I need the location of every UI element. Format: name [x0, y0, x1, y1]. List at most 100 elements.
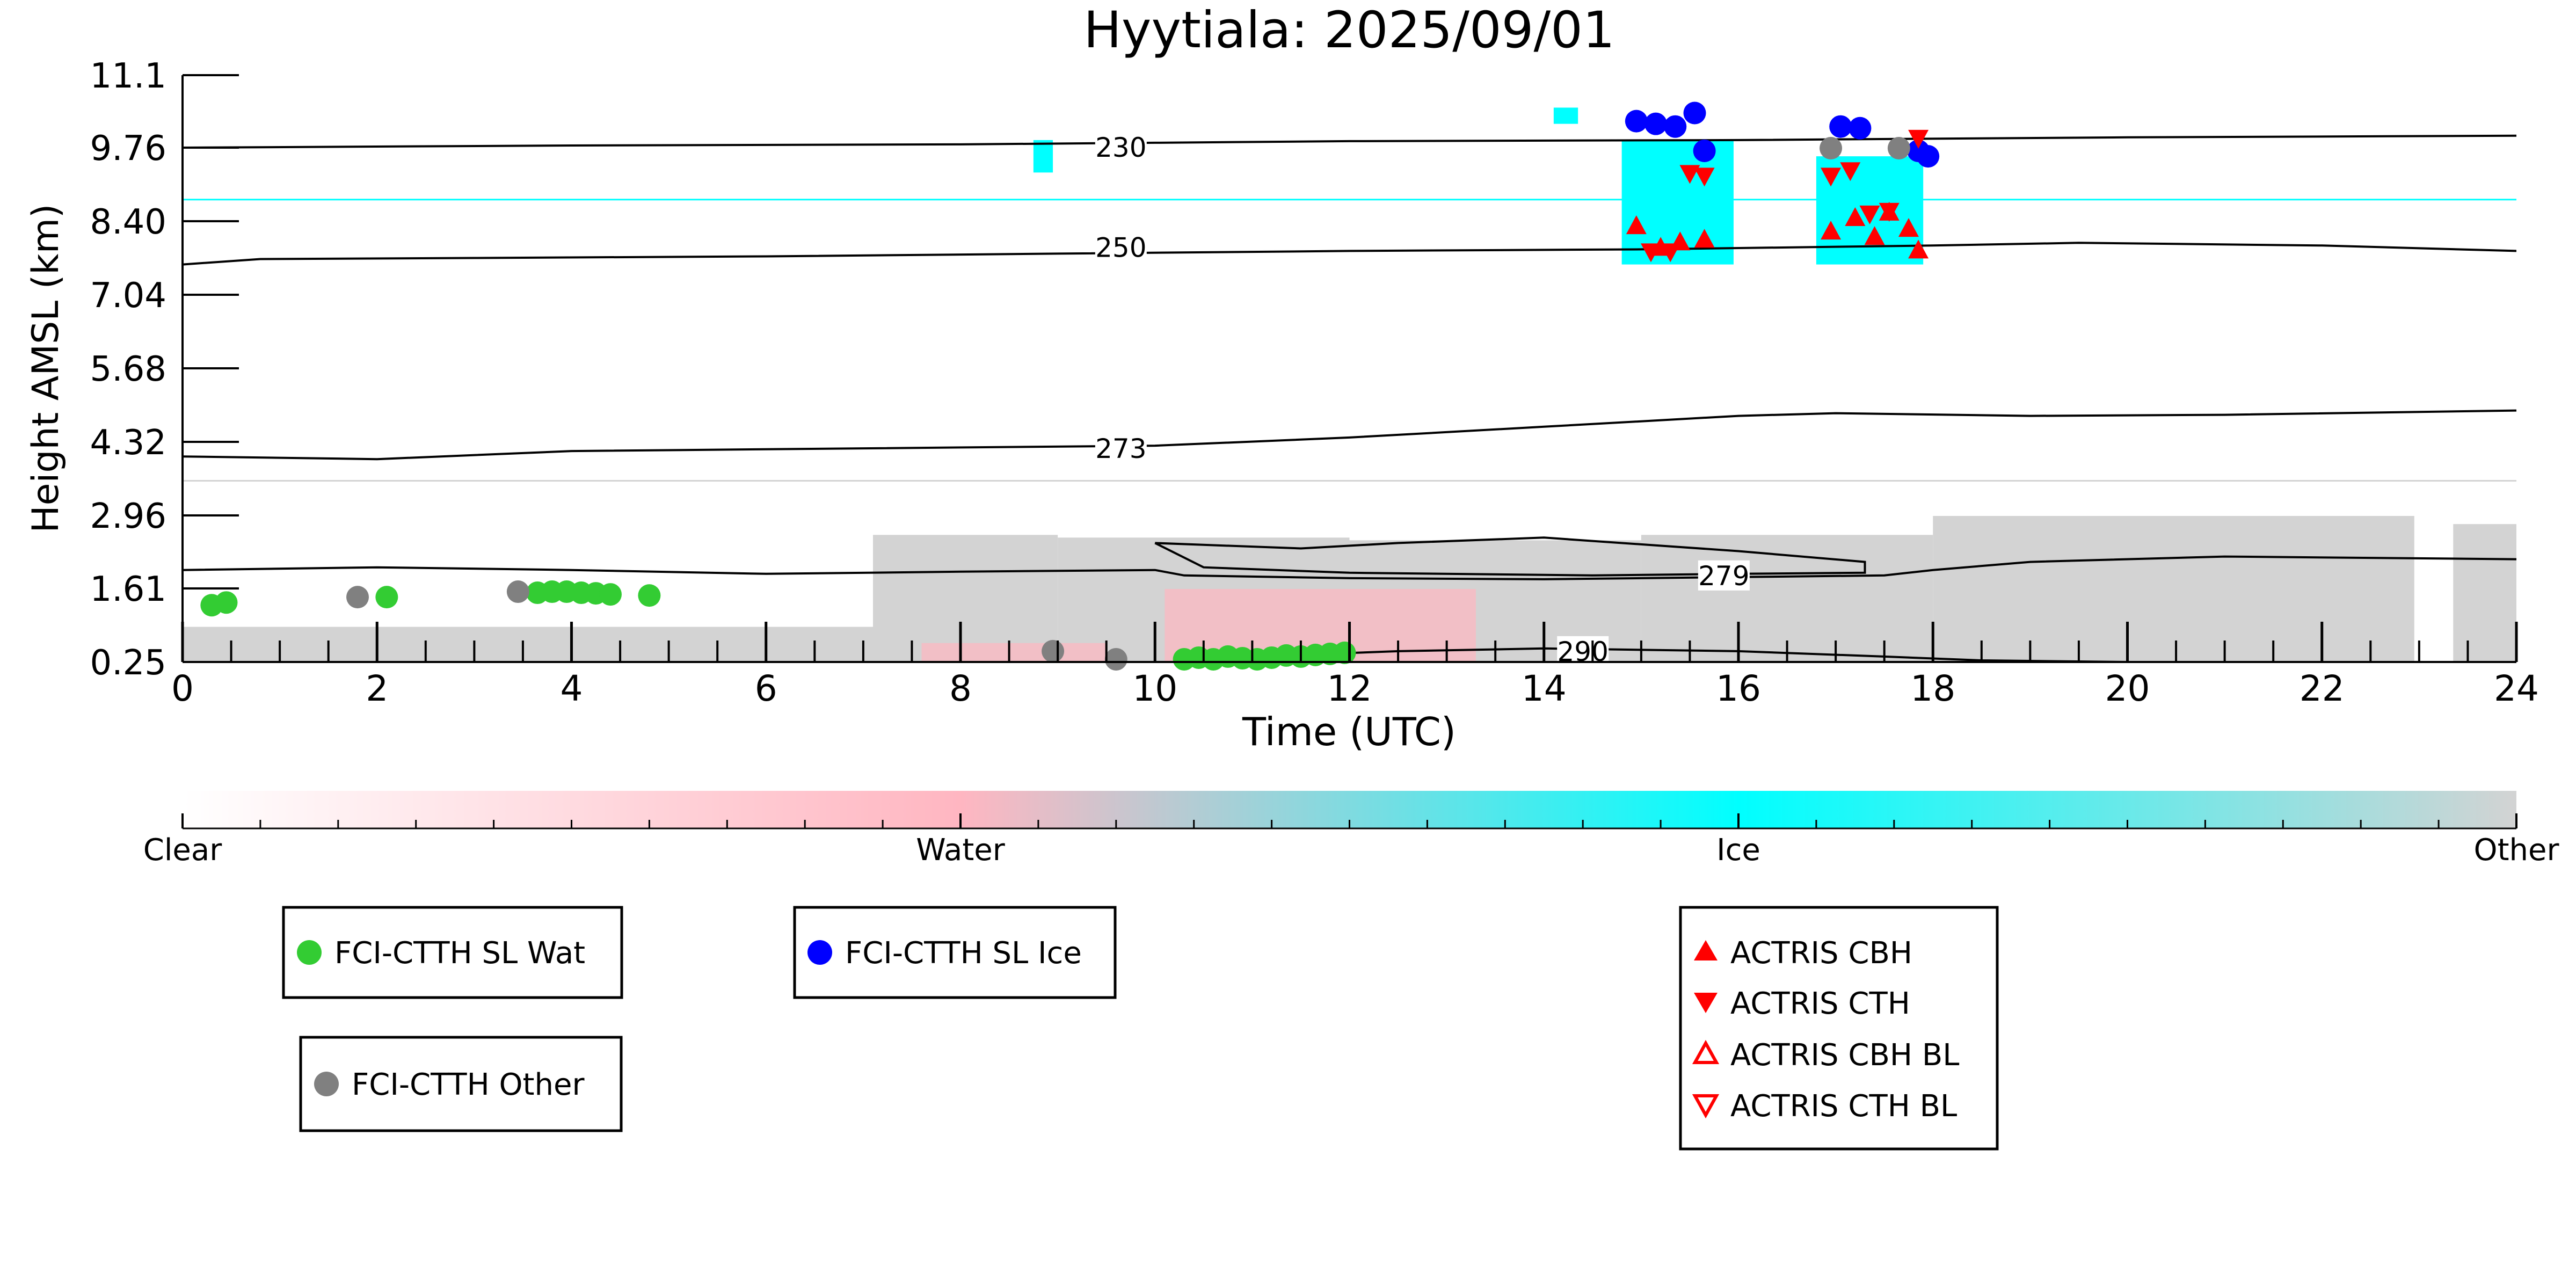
point-actris-cbh [1821, 221, 1842, 240]
cloud-region-other [2453, 524, 2516, 662]
x-tick-label: 22 [2300, 668, 2345, 709]
point-fci-ctth-sl-ice [1849, 117, 1872, 140]
data-points [200, 101, 1940, 671]
isotherm-label: 250 [1095, 232, 1146, 263]
point-fci-ctth-sl-ice [1683, 101, 1706, 125]
colorbar-ticks [181, 813, 2517, 828]
x-tick-label: 6 [755, 668, 777, 709]
height-lines [183, 199, 2516, 482]
point-actris-cth [1859, 205, 1880, 224]
point-actris-cbh [1626, 215, 1647, 235]
x-tick-label: 8 [949, 668, 972, 709]
isotherm-line [1154, 536, 1866, 577]
point-fci-ctth-sl-ice [1644, 112, 1668, 135]
point-actris-cth [1879, 202, 1900, 222]
point-fci-ctth-other [1820, 136, 1843, 159]
x-tick-label: 2 [366, 668, 388, 709]
point-fci-ctth-sl-ice [1829, 115, 1852, 138]
x-axis-label: Time (UTC) [1242, 709, 1456, 754]
point-actris-cbh [1845, 207, 1866, 226]
point-fci-ctth-sl-wat [375, 586, 398, 609]
legend-label-cbh-bl: ACTRIS CBH BL [1730, 1038, 1959, 1073]
point-fci-ctth-other [346, 586, 369, 609]
colorbar: Clear Water Ice Other [143, 791, 2559, 868]
point-fci-ctth-other [1104, 647, 1127, 671]
point-actris-cth [1908, 129, 1929, 149]
isotherm-label: 279 [1698, 561, 1749, 592]
colorbar-label-water: Water [916, 833, 1006, 868]
y-tick-label: 2.96 [90, 497, 167, 536]
legend-label-other: FCI-CTTH Other [352, 1067, 585, 1102]
isotherm-label-bg [1095, 232, 1147, 263]
cloud-region-other [1933, 516, 2414, 662]
point-actris-cth [1840, 162, 1861, 181]
legend-box [282, 906, 623, 999]
y-axis-label: Height AMSL (km) [25, 204, 67, 533]
legend-label-wat: FCI-CTTH SL Wat [334, 936, 585, 971]
point-fci-ctth-other [506, 580, 529, 603]
legend-label-cth-bl: ACTRIS CTH BL [1730, 1089, 1957, 1124]
point-fci-ctth-sl-ice [1664, 115, 1687, 138]
legend-wat: FCI-CTTH SL Wat [282, 906, 623, 999]
y-tick-label: 4.32 [90, 423, 167, 463]
legend-marker-cbh-bl [1692, 1039, 1720, 1064]
y-axis: 0.25 1.61 2.96 4.32 5.68 7.04 8.40 9.76 11.1 Hei… [25, 56, 239, 683]
cloud-region-other [183, 627, 873, 662]
x-tick-label: 20 [2105, 668, 2150, 709]
isotherm-label-bg [1095, 433, 1147, 464]
isotherm-label: 273 [1095, 433, 1146, 464]
legend-box [299, 1036, 623, 1132]
isotherm-line [183, 134, 2516, 149]
chart-title: Hyytiala: 2025/09/01 [1083, 1, 1615, 60]
point-actris-cbh [1694, 229, 1715, 248]
legend-other: FCI-CTTH Other [299, 1036, 623, 1132]
point-actris-cbh [1864, 226, 1885, 245]
point-fci-ctth-sl-wat [1333, 641, 1356, 664]
x-tick-label: 0 [171, 668, 194, 709]
x-tick-label: 12 [1327, 668, 1372, 709]
x-tick-label: 10 [1132, 668, 1177, 709]
colorbar-label-clear: Clear [143, 833, 222, 868]
legend-label-ice: FCI-CTTH SL Ice [845, 936, 1082, 971]
cloud-region-ice [1033, 140, 1053, 173]
point-actris-cth [1640, 243, 1661, 263]
point-fci-ctth-sl-wat [599, 583, 622, 606]
legend-marker-wat [297, 940, 322, 965]
y-tick-label: 5.68 [90, 350, 167, 389]
colorbar-label-other: Other [2473, 833, 2559, 868]
isotherm-label: 230 [1095, 132, 1146, 163]
point-fci-ctth-sl-ice [1693, 140, 1716, 163]
isotherm-label-bg [1698, 560, 1750, 591]
legend-label-cth: ACTRIS CTH [1730, 986, 1910, 1021]
legend-marker-ice [807, 940, 832, 965]
legend-label-cbh: ACTRIS CBH [1730, 936, 1912, 971]
legend-box [1679, 906, 1999, 1151]
point-actris-cth [1660, 243, 1681, 263]
y-tick-label: 9.76 [90, 129, 167, 169]
legend-ice: FCI-CTTH SL Ice [793, 906, 1117, 999]
legend-marker-other [314, 1072, 339, 1096]
x-ticks: 0 2 4 6 8 10 12 14 16 18 20 22 24 [171, 622, 2539, 709]
point-actris-cth [1821, 168, 1842, 187]
x-tick-label: 24 [2494, 668, 2539, 709]
y-tick-label: 8.40 [90, 202, 167, 242]
point-fci-ctth-other [1042, 639, 1065, 663]
x-axis: 0 2 4 6 8 10 12 14 16 18 20 22 24 Time (UTC) [171, 622, 2539, 754]
colorbar-label-ice: Ice [1716, 833, 1760, 868]
y-tick-label: 0.25 [90, 643, 167, 683]
point-fci-ctth-sl-ice [1625, 110, 1648, 133]
legend-marker-cth-bl [1692, 1094, 1720, 1119]
cloud-region-ice [1553, 107, 1578, 124]
point-fci-ctth-other [1887, 136, 1910, 159]
legend-actris: ACTRIS CBH ACTRIS CTH ACTRIS CBH BL ACTR… [1679, 906, 1999, 1151]
point-actris-cbh [1898, 218, 1919, 237]
x-tick-label: 16 [1716, 668, 1761, 709]
point-fci-ctth-sl-wat [638, 584, 661, 607]
x-tick-label: 18 [1910, 668, 1955, 709]
point-fci-ctth-sl-wat [215, 591, 238, 614]
isotherm-line [183, 555, 2516, 580]
legend-marker-cbh [1694, 940, 1718, 960]
y-tick-label: 1.61 [90, 570, 167, 609]
